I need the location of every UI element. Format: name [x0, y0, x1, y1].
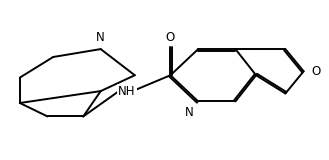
Text: O: O	[166, 31, 175, 44]
Text: N: N	[96, 31, 105, 44]
Text: N: N	[185, 106, 193, 119]
Text: O: O	[312, 65, 321, 78]
Text: NH: NH	[118, 85, 136, 98]
